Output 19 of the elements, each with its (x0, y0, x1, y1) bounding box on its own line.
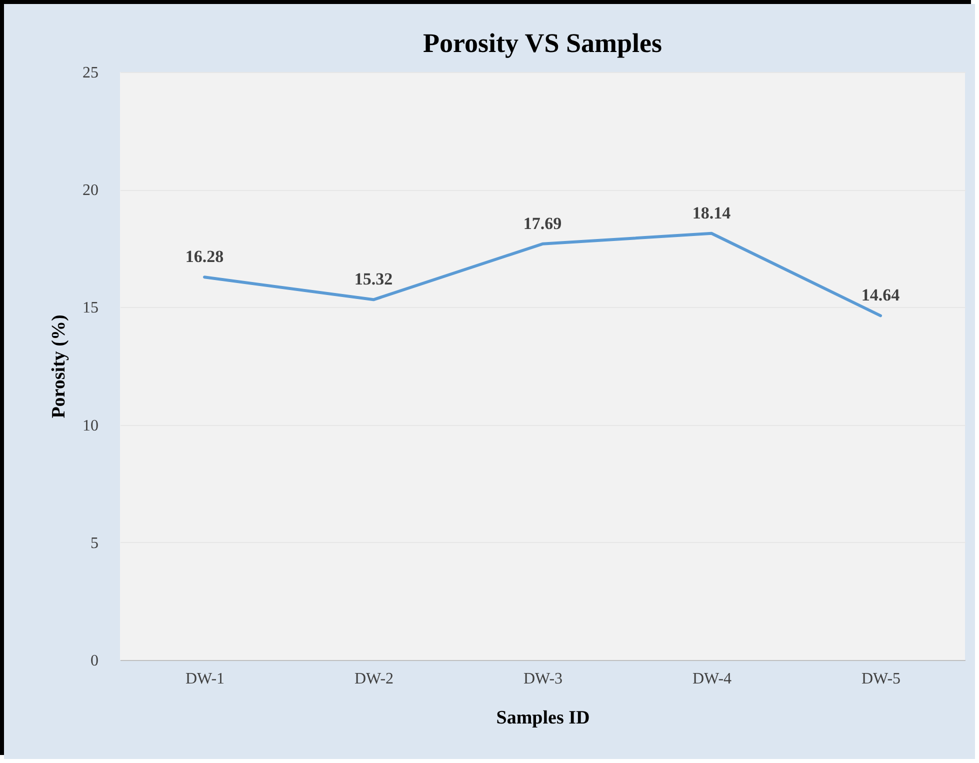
y-tick-label: 20 (82, 182, 98, 200)
data-label: 15.32 (354, 270, 393, 289)
x-tick-label: DW-5 (861, 670, 901, 688)
y-axis-title: Porosity (%) (48, 314, 70, 418)
chart-title: Porosity VS Samples (422, 28, 662, 58)
x-tick-label: DW-1 (185, 670, 225, 688)
data-label: 14.64 (861, 286, 900, 305)
x-axis-title: Samples ID (496, 708, 590, 728)
y-tick-label: 25 (82, 64, 98, 82)
y-tick-label: 10 (82, 417, 98, 434)
y-tick-label: 0 (90, 652, 98, 670)
x-tick-label: DW-3 (523, 670, 563, 688)
y-tick-label: 15 (82, 300, 98, 317)
data-label: 16.28 (185, 247, 224, 266)
y-tick-label: 5 (90, 534, 98, 552)
data-label: 18.14 (692, 203, 732, 222)
x-tick-label: DW-4 (692, 670, 732, 688)
data-label: 17.69 (523, 214, 562, 233)
x-tick-label: DW-2 (354, 670, 394, 688)
